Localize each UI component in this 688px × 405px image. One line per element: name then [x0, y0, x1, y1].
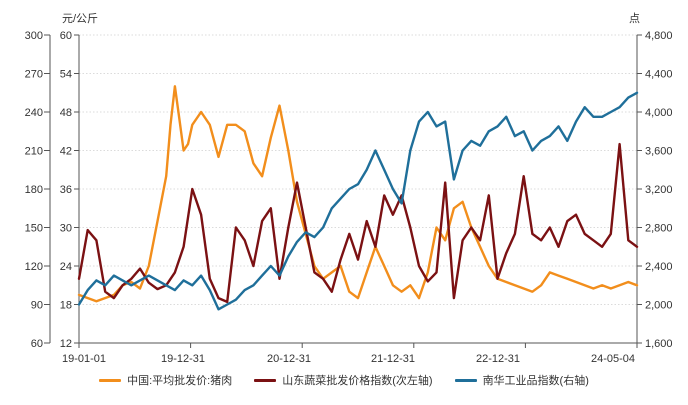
series-line-2 — [77, 91, 639, 311]
right-tick-label: 4,800 — [645, 30, 673, 42]
legend: 中国:平均批发价:猪肉 山东蔬菜批发价格指数(次左轴) 南华工业品指数(右轴) — [0, 372, 688, 388]
series-line-1 — [77, 142, 639, 304]
left-inner-tick-label: 36 — [60, 184, 72, 196]
legend-item-pork: 中国:平均批发价:猪肉 — [99, 372, 232, 388]
legend-swatch-pork — [99, 378, 122, 382]
left-outer-tick-label: 270 — [25, 69, 43, 81]
left-outer-tick-label: 300 — [25, 30, 43, 42]
legend-item-nanhua-index: 南华工业品指数(右轴) — [454, 372, 589, 388]
left-inner-tick-label: 24 — [60, 261, 72, 273]
series-line-0 — [77, 85, 639, 303]
legend-swatch-nanhua-index — [454, 378, 477, 382]
left-outer-tick-label: 120 — [25, 261, 43, 273]
left-inner-tick-label: 48 — [60, 107, 72, 119]
right-tick-label: 2,400 — [645, 261, 673, 273]
right-tick-label: 3,200 — [645, 184, 673, 196]
x-tick-label: 24-05-04 — [591, 353, 635, 365]
right-tick-label: 3,600 — [645, 146, 673, 158]
left-inner-tick-label: 18 — [60, 300, 72, 312]
legend-swatch-vegetable-index — [254, 378, 277, 382]
legend-item-vegetable-index: 山东蔬菜批发价格指数(次左轴) — [254, 372, 433, 388]
left-outer-tick-label: 90 — [31, 300, 43, 312]
x-tick-label: 22-12-31 — [476, 353, 520, 365]
left-outer-tick-label: 210 — [25, 146, 43, 158]
right-tick-label: 2,800 — [645, 223, 673, 235]
left-inner-tick-label: 12 — [60, 338, 72, 350]
right-tick-label: 1,600 — [645, 338, 673, 350]
left-outer-tick-label: 180 — [25, 184, 43, 196]
right-tick-label: 4,000 — [645, 107, 673, 119]
axes: 60 90 120 150 180 210 240 270 300 12 18 24 30 36 42 48 5… — [25, 30, 673, 365]
left-inner-tick-label: 54 — [60, 69, 72, 81]
left-inner-tick-label: 60 — [60, 30, 72, 42]
right-tick-label: 4,400 — [645, 69, 673, 81]
left-axis-unit: 元/公斤 — [62, 12, 98, 25]
x-tick-label: 19-01-01 — [62, 353, 106, 365]
left-outer-tick-label: 60 — [31, 338, 43, 350]
x-tick-label: 19-12-31 — [161, 353, 205, 365]
x-tick-label: 20-12-31 — [267, 353, 311, 365]
right-axis-unit: 点 — [629, 12, 640, 25]
legend-label-pork: 中国:平均批发价:猪肉 — [127, 375, 233, 387]
left-outer-tick-label: 240 — [25, 107, 43, 119]
left-outer-tick-label: 150 — [25, 223, 43, 235]
legend-label-vegetable-index: 山东蔬菜批发价格指数(次左轴) — [282, 375, 433, 387]
x-tick-label: 21-12-31 — [371, 353, 415, 365]
series-lines — [77, 85, 639, 311]
left-inner-tick-label: 30 — [60, 223, 72, 235]
right-tick-label: 2,000 — [645, 300, 673, 312]
legend-label-nanhua-index: 南华工业品指数(右轴) — [482, 375, 589, 387]
left-inner-tick-label: 42 — [60, 146, 72, 158]
